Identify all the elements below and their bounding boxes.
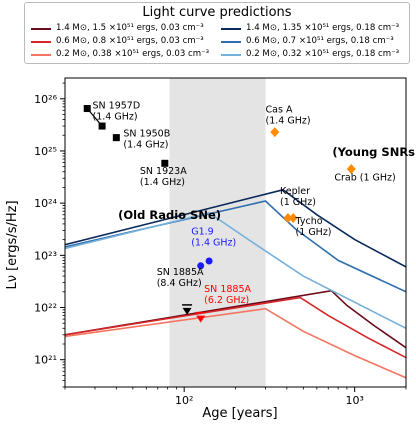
- annotation-8: Kepler (1 GHz): [280, 186, 316, 208]
- y-tick-label-3: 10²³: [34, 249, 57, 262]
- x-tick-label-1: 10²: [175, 394, 193, 407]
- y-tick-label-1: 10²¹: [34, 354, 57, 367]
- legend-label-6: 0.2 M⊙, 0.32 ×10⁵¹ ergs, 0.18 cm⁻³: [246, 49, 400, 59]
- x-tick-label-2: 10³: [345, 394, 363, 407]
- annotation-11: SN 1885A (8.4 GHz): [157, 267, 204, 289]
- legend-label-3: 0.2 M⊙, 0.38 ×10⁵¹ ergs, 0.03 cm⁻³: [56, 49, 210, 59]
- legend-swatch-5: [221, 41, 241, 43]
- legend-title: Light curve predictions: [142, 5, 292, 20]
- point-old-4: [161, 159, 169, 167]
- point-young-5: [270, 127, 280, 138]
- legend-label-4: 1.4 M⊙, 1.35 ×10⁵¹ ergs, 0.18 cm⁻³: [246, 23, 400, 33]
- annotation-7: (Old Radio SNe): [118, 208, 221, 222]
- annotation-5: (Young SNRs): [332, 145, 416, 159]
- legend-swatch-6: [221, 54, 241, 56]
- annotation-3: SN 1923A (1.4 GHz): [140, 166, 187, 188]
- y-axis-label: Lν [ergs/s/Hz]: [5, 200, 20, 289]
- y-tick-label-6: 10²⁶: [34, 93, 57, 106]
- points-layer: [83, 105, 356, 323]
- axes: 10² 10³ 10²¹ 10²² 10²³ 10²⁴ 10²⁵ 10²⁶: [34, 77, 407, 407]
- point-old-1: [83, 105, 91, 113]
- annotation-9: Tycho (1 GHz): [295, 216, 332, 238]
- point-old-2: [98, 122, 106, 130]
- y-tick-label-2: 10²²: [34, 302, 57, 315]
- legend-label-1: 1.4 M⊙, 1.5 ×10⁵¹ ergs, 0.03 cm⁻³: [56, 23, 204, 33]
- annotation-10: G1.9 (1.4 GHz): [191, 227, 236, 249]
- point-old-3: [112, 134, 120, 142]
- legend-swatch-4: [221, 28, 241, 30]
- point-young-6: [283, 212, 293, 223]
- series-line-4: [65, 188, 406, 268]
- legend-swatch-1: [31, 28, 51, 30]
- legend-label-5: 0.6 M⊙, 0.7 ×10⁵¹ ergs, 0.18 cm⁻³: [246, 36, 394, 46]
- legend-swatch-2: [31, 41, 51, 43]
- series-line-2: [65, 296, 406, 359]
- annotation-6: Crab (1 GHz): [334, 173, 395, 184]
- x-axis-label: Age [years]: [202, 406, 277, 421]
- annotation-2: SN 1950B (1.4 GHz): [123, 128, 170, 150]
- series-line-1: [65, 289, 406, 349]
- legend-swatch-3: [31, 54, 51, 56]
- point-1885-11: [182, 304, 193, 315]
- series-line-6: [65, 212, 406, 330]
- point-1885-12: [195, 311, 206, 323]
- y-tick-label-5: 10²⁵: [34, 145, 57, 158]
- annotation-4: Cas A (1.4 GHz): [266, 104, 311, 126]
- legend-label-2: 0.6 M⊙, 0.8 ×10⁵¹ ergs, 0.03 cm⁻³: [56, 36, 204, 46]
- point-g19-10: [205, 257, 213, 265]
- point-g19-9: [197, 262, 205, 270]
- y-tick-label-4: 10²⁴: [34, 197, 57, 210]
- point-young-7: [288, 212, 298, 223]
- shaded-age-region: [169, 78, 266, 387]
- legend: Light curve predictions 1.4 M⊙, 1.5 ×10⁵…: [24, 2, 410, 64]
- point-young-8: [346, 164, 356, 175]
- annotations-layer: SN 1957D (1.4 GHz) SN 1950B (1.4 GHz) SN 192…: [93, 101, 416, 306]
- annotation-1: SN 1957D (1.4 GHz): [93, 101, 141, 123]
- annotation-12: SN 1885A (6.2 GHz): [204, 284, 251, 306]
